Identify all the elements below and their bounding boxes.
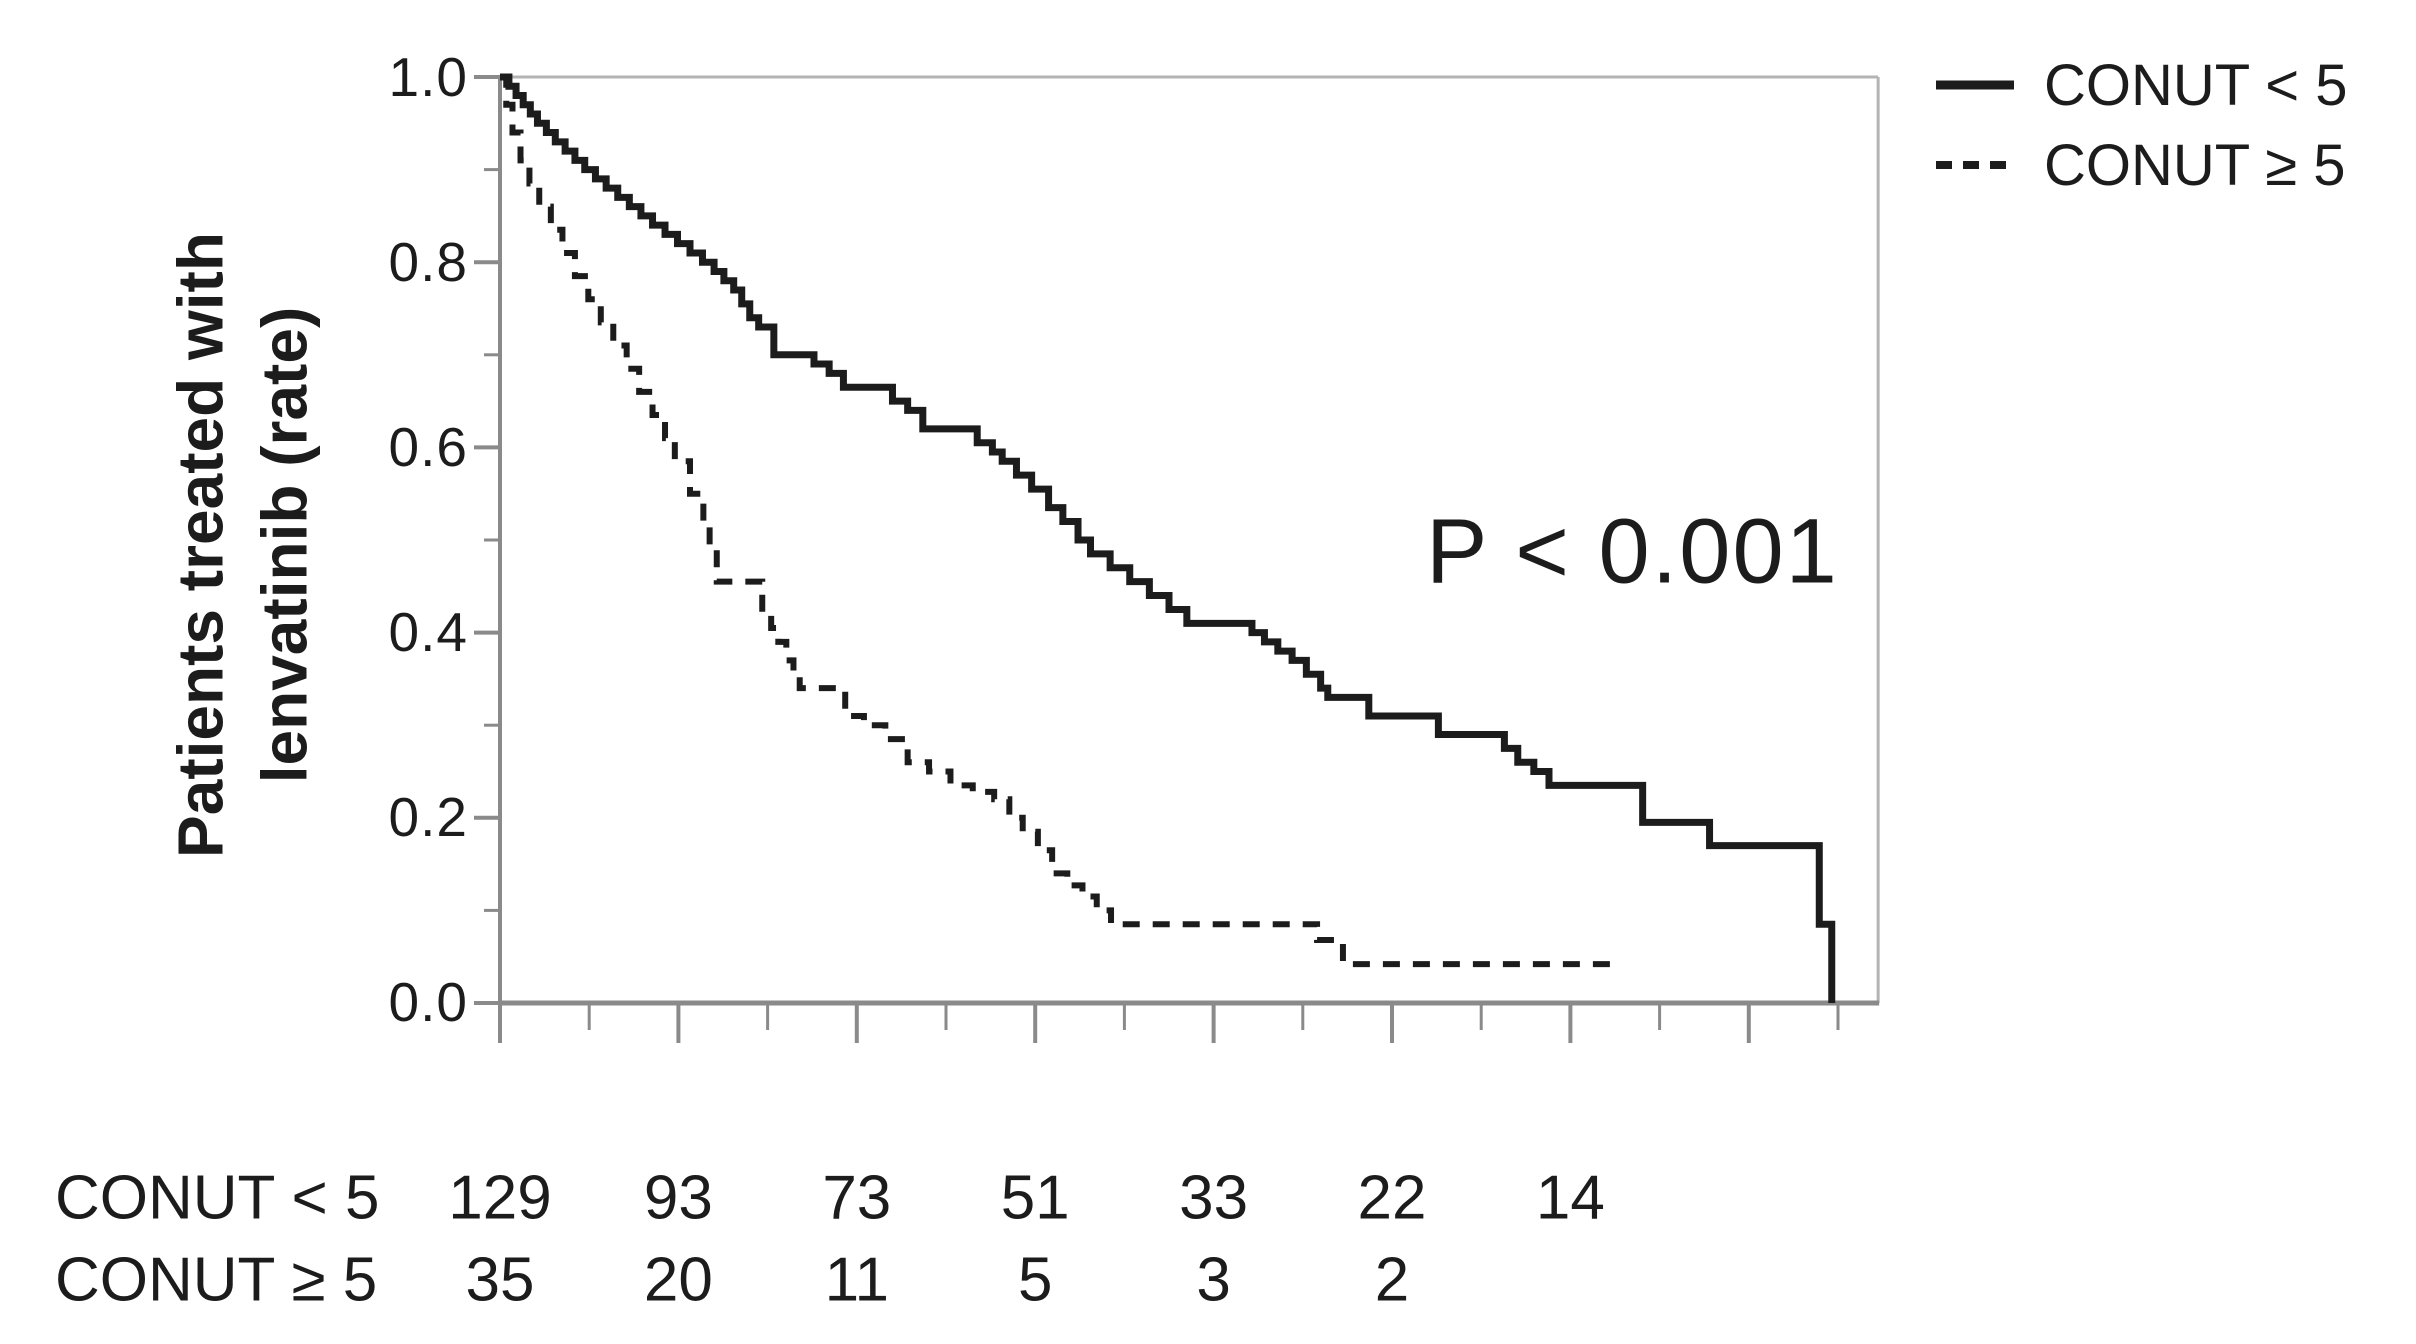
y-tick-label-1.0: 1.0	[388, 46, 468, 108]
y-tick-label-0.4: 0.4	[388, 601, 468, 663]
y-tick-label-0.0: 0.0	[388, 971, 468, 1033]
risk-count: 22	[1357, 1163, 1427, 1233]
legend-label: CONUT ≥ 5	[2044, 132, 2346, 198]
risk-count: 129	[448, 1163, 552, 1233]
risk-count: 11	[824, 1245, 889, 1315]
risk-row-label: CONUT ≥ 5	[55, 1245, 378, 1315]
legend-dashed-line-icon	[1936, 161, 2016, 169]
risk-count: 73	[822, 1163, 892, 1233]
km-curve-conut-ge5	[500, 74, 1621, 968]
legend-item-conut-lt5: CONUT < 5	[1934, 52, 2348, 118]
legend-item-conut-ge5: CONUT ≥ 5	[1934, 132, 2348, 198]
risk-count: 51	[1000, 1163, 1070, 1233]
p-value-annotation: P < 0.001	[1426, 500, 1839, 603]
y-tick-label-0.2: 0.2	[388, 786, 468, 848]
legend-label: CONUT < 5	[2044, 52, 2348, 118]
risk-count: 3	[1196, 1245, 1231, 1315]
risk-count: 35	[465, 1245, 535, 1315]
legend-solid-line-icon	[1936, 80, 2014, 90]
risk-row-label: CONUT < 5	[55, 1163, 380, 1233]
y-tick-label-0.8: 0.8	[388, 231, 468, 293]
risk-count: 20	[643, 1245, 713, 1315]
risk-count: 93	[643, 1163, 713, 1233]
risk-count: 14	[1535, 1163, 1605, 1233]
legend: CONUT < 5 CONUT ≥ 5	[1934, 52, 2348, 198]
y-tick-label-0.6: 0.6	[388, 416, 468, 478]
risk-count: 2	[1374, 1245, 1410, 1315]
risk-count: 5	[1017, 1245, 1053, 1315]
km-curve-conut-lt5	[500, 73, 1836, 1003]
risk-count: 33	[1179, 1163, 1249, 1233]
